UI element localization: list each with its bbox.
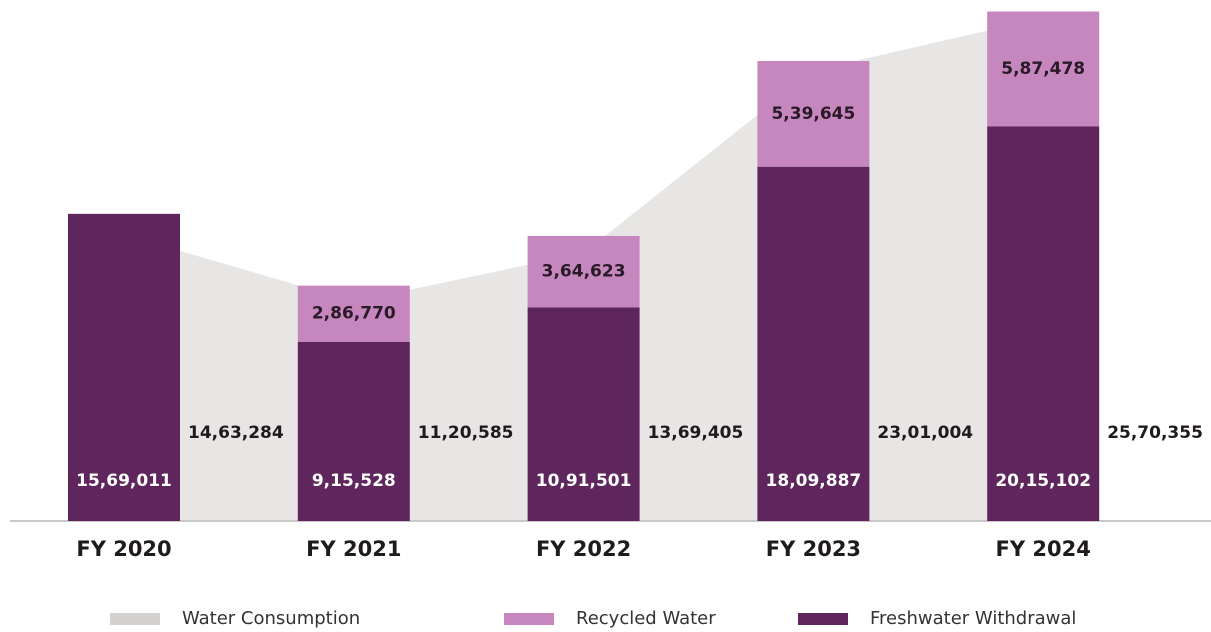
data-label: 5,39,645 xyxy=(771,104,855,124)
x-tick-label: FY 2023 xyxy=(766,537,861,561)
legend-label: Freshwater Withdrawal xyxy=(870,608,1076,629)
x-tick-label: FY 2021 xyxy=(306,537,401,561)
data-label: 15,69,011 xyxy=(76,471,172,491)
data-label: 11,20,585 xyxy=(418,423,514,443)
data-label: 9,15,528 xyxy=(312,471,396,491)
data-label: 25,70,355 xyxy=(1107,423,1203,443)
bar-segment xyxy=(987,126,1100,521)
bar-segment xyxy=(987,11,1100,127)
data-label: 14,63,284 xyxy=(188,423,284,443)
x-tick-label: FY 2020 xyxy=(76,537,171,561)
bar-segment xyxy=(297,285,410,342)
data-label: 3,64,623 xyxy=(542,262,626,282)
data-label: 18,09,887 xyxy=(766,471,862,491)
data-label: 13,69,405 xyxy=(648,423,744,443)
legend-swatch xyxy=(110,613,160,625)
data-label: 5,87,478 xyxy=(1001,59,1085,79)
bar-segment xyxy=(757,61,870,167)
legend-label: Recycled Water xyxy=(576,608,716,629)
data-label: 10,91,501 xyxy=(536,471,632,491)
legend-label: Water Consumption xyxy=(182,608,360,629)
bar-segment xyxy=(757,166,870,521)
bar-segment xyxy=(527,307,640,521)
x-tick-label: FY 2022 xyxy=(536,537,631,561)
data-label: 20,15,102 xyxy=(995,471,1091,491)
bar-segment xyxy=(297,341,410,521)
bar-segment xyxy=(527,235,640,308)
bar-segment xyxy=(68,213,180,521)
legend-swatch xyxy=(504,613,554,625)
data-label: 23,01,004 xyxy=(877,423,973,443)
data-label: 2,86,770 xyxy=(312,304,396,324)
legend-swatch xyxy=(798,613,848,625)
x-tick-label: FY 2024 xyxy=(996,537,1091,561)
